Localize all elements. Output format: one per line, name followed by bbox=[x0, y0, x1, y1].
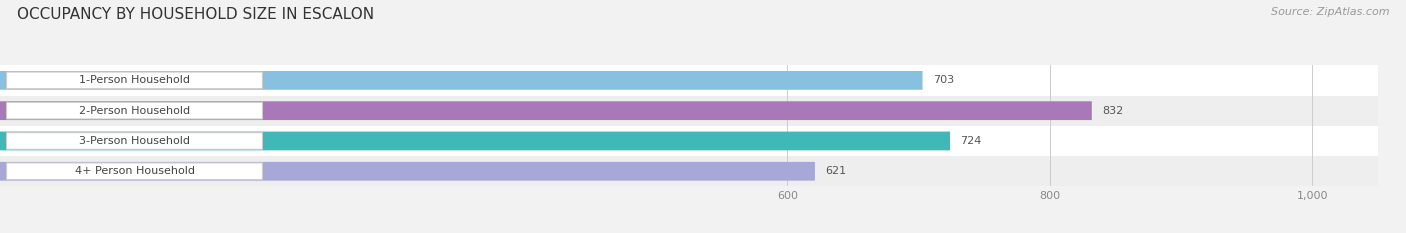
FancyBboxPatch shape bbox=[0, 65, 1378, 96]
FancyBboxPatch shape bbox=[0, 71, 922, 90]
Text: 703: 703 bbox=[934, 75, 955, 85]
FancyBboxPatch shape bbox=[7, 72, 263, 89]
Text: 621: 621 bbox=[825, 166, 846, 176]
Text: 3-Person Household: 3-Person Household bbox=[79, 136, 190, 146]
Text: 2-Person Household: 2-Person Household bbox=[79, 106, 190, 116]
FancyBboxPatch shape bbox=[0, 101, 1092, 120]
Text: 832: 832 bbox=[1102, 106, 1123, 116]
FancyBboxPatch shape bbox=[0, 96, 1378, 126]
FancyBboxPatch shape bbox=[0, 132, 950, 150]
FancyBboxPatch shape bbox=[7, 102, 263, 119]
FancyBboxPatch shape bbox=[7, 133, 263, 149]
Text: OCCUPANCY BY HOUSEHOLD SIZE IN ESCALON: OCCUPANCY BY HOUSEHOLD SIZE IN ESCALON bbox=[17, 7, 374, 22]
FancyBboxPatch shape bbox=[0, 126, 1378, 156]
Text: 1-Person Household: 1-Person Household bbox=[79, 75, 190, 85]
Text: 724: 724 bbox=[960, 136, 981, 146]
Text: 4+ Person Household: 4+ Person Household bbox=[75, 166, 194, 176]
FancyBboxPatch shape bbox=[0, 162, 815, 181]
FancyBboxPatch shape bbox=[0, 156, 1378, 186]
Text: Source: ZipAtlas.com: Source: ZipAtlas.com bbox=[1271, 7, 1389, 17]
FancyBboxPatch shape bbox=[7, 163, 263, 180]
